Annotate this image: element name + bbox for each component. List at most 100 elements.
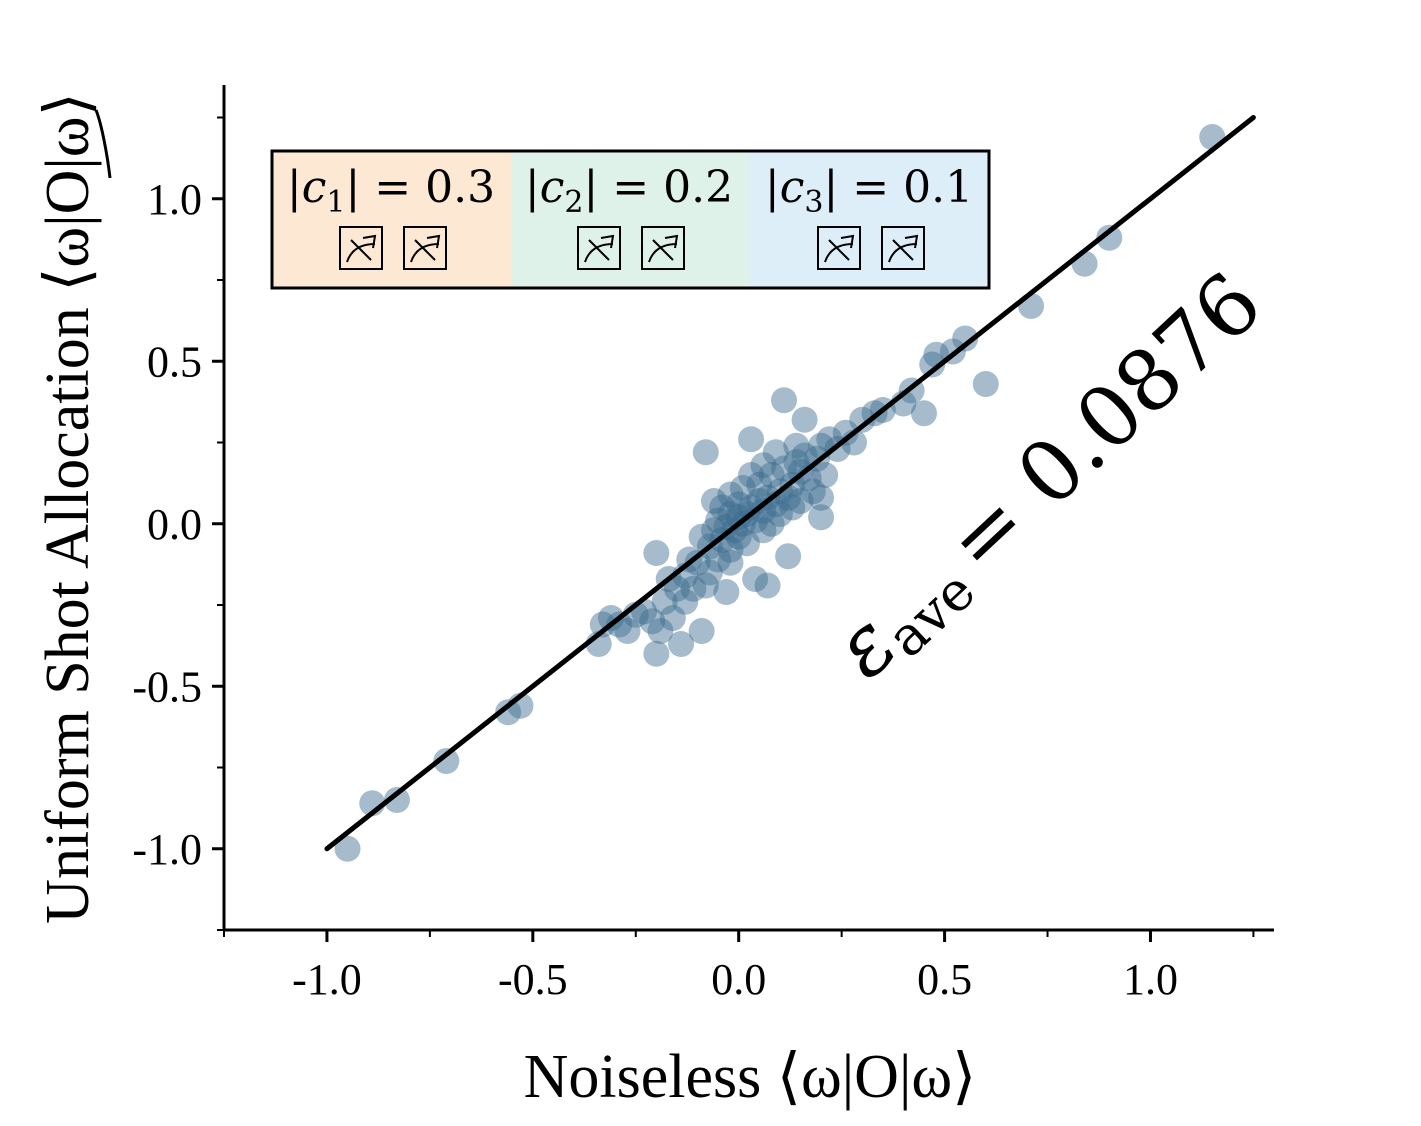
x-tick-label: 0.5 [917, 955, 972, 1004]
data-point [1096, 224, 1123, 251]
legend-label-2-text: |c [525, 162, 564, 213]
x-tick-label: 0.0 [711, 955, 766, 1004]
data-point [639, 608, 666, 635]
data-point [775, 543, 802, 570]
data-point [750, 497, 777, 524]
data-point [758, 462, 785, 488]
data-point [766, 501, 793, 527]
data-point [713, 579, 740, 605]
data-point [668, 631, 695, 657]
data-point [746, 471, 773, 498]
data-point [672, 588, 699, 615]
x-tick-label: -1.0 [292, 955, 362, 1004]
data-point [713, 514, 740, 540]
data-point [692, 439, 719, 466]
data-point [705, 546, 732, 573]
data-point [651, 588, 678, 615]
data-point [754, 572, 781, 599]
data-point [911, 400, 937, 427]
data-point [738, 462, 765, 488]
data-point [643, 540, 670, 566]
legend-label-3-value: | = 0.1 [823, 162, 973, 213]
data-point [750, 517, 777, 544]
data-point [808, 484, 835, 511]
legend: |c1| = 0.3 |c2| = 0.2 |c3| = 0.1 [270, 149, 991, 290]
data-point [733, 530, 760, 557]
data-point [779, 494, 806, 521]
data-point [758, 510, 785, 537]
x-axis-title: Noiseless ⟨ω|O|ω⟩ [524, 1043, 977, 1111]
data-point [771, 387, 797, 414]
data-point [717, 536, 744, 563]
data-point [1018, 293, 1045, 319]
data-point [433, 748, 460, 774]
data-point [812, 462, 839, 488]
data-point [783, 449, 810, 475]
legend-label-1-sub: 1 [326, 185, 345, 220]
legend-cell-3 [749, 151, 989, 288]
legend-label-3-text: |c [765, 162, 804, 213]
axes: -1.0 -0.5 0.0 0.5 1.0 -1.0 -0.5 0.0 0.5 1.0 [132, 85, 1274, 1004]
error-annotation: εave= 0.0876 [815, 253, 1284, 700]
legend-label-3: |c3| = 0.1 [765, 162, 973, 220]
data-point [799, 478, 826, 505]
data-point [787, 488, 814, 514]
legend-cell-2 [511, 151, 749, 288]
data-point [1199, 124, 1226, 150]
legend-label-2-value: | = 0.2 [583, 162, 733, 213]
fit-line [324, 115, 1256, 852]
data-point [688, 618, 715, 644]
data-point [614, 618, 641, 644]
data-point [791, 442, 818, 469]
legend-border [270, 149, 991, 290]
data-point [725, 491, 752, 518]
data-point [771, 455, 797, 482]
data-point [725, 504, 752, 531]
data-point [832, 419, 859, 446]
data-point [383, 787, 410, 813]
data-point [750, 452, 777, 479]
data-point [589, 611, 616, 638]
data-point [746, 488, 773, 514]
y-axis-title: Uniform Shot Allocation ⟨ω|O|ω⟩ [34, 92, 102, 924]
data-point [606, 611, 633, 638]
legend-label-3-sub: 3 [804, 185, 823, 220]
data-point [680, 575, 707, 602]
data-point [791, 406, 818, 433]
y-ticks: -1.0 -0.5 0.0 0.5 1.0 [132, 116, 224, 931]
y-tick-label: 0.0 [147, 500, 202, 549]
y-title-tilde [94, 109, 112, 179]
x-tick-label: 1.0 [1123, 955, 1178, 1004]
legend-label-1-value: | = 0.3 [345, 162, 495, 213]
data-point [696, 559, 723, 586]
y-tick-label: -1.0 [132, 825, 202, 874]
legend-label-2-sub: 2 [564, 185, 583, 220]
x-tick-label: -0.5 [498, 955, 568, 1004]
data-point [659, 605, 686, 631]
data-point [709, 494, 736, 521]
data-point [643, 640, 670, 667]
data-point [598, 605, 625, 631]
legend-label-1: |c1| = 0.3 [287, 162, 495, 220]
data-point [701, 488, 727, 514]
data-point [972, 371, 999, 397]
data-point [919, 351, 946, 378]
data-point [705, 507, 732, 534]
error-value: = 0.0876 [927, 253, 1280, 591]
data-point [334, 835, 361, 862]
data-point [849, 406, 876, 433]
data-point [1071, 250, 1098, 277]
data-point [783, 432, 810, 459]
data-point [738, 494, 765, 521]
data-point [692, 572, 719, 599]
data-point [647, 618, 674, 644]
data-point [684, 549, 711, 576]
data-point [952, 325, 979, 352]
legend-label-2: |c2| = 0.2 [525, 162, 733, 220]
y-tick-label: -0.5 [132, 662, 202, 711]
data-point [688, 523, 715, 550]
y-tick-label: 1.0 [147, 175, 202, 224]
data-point [717, 549, 744, 576]
data-point [495, 699, 522, 726]
